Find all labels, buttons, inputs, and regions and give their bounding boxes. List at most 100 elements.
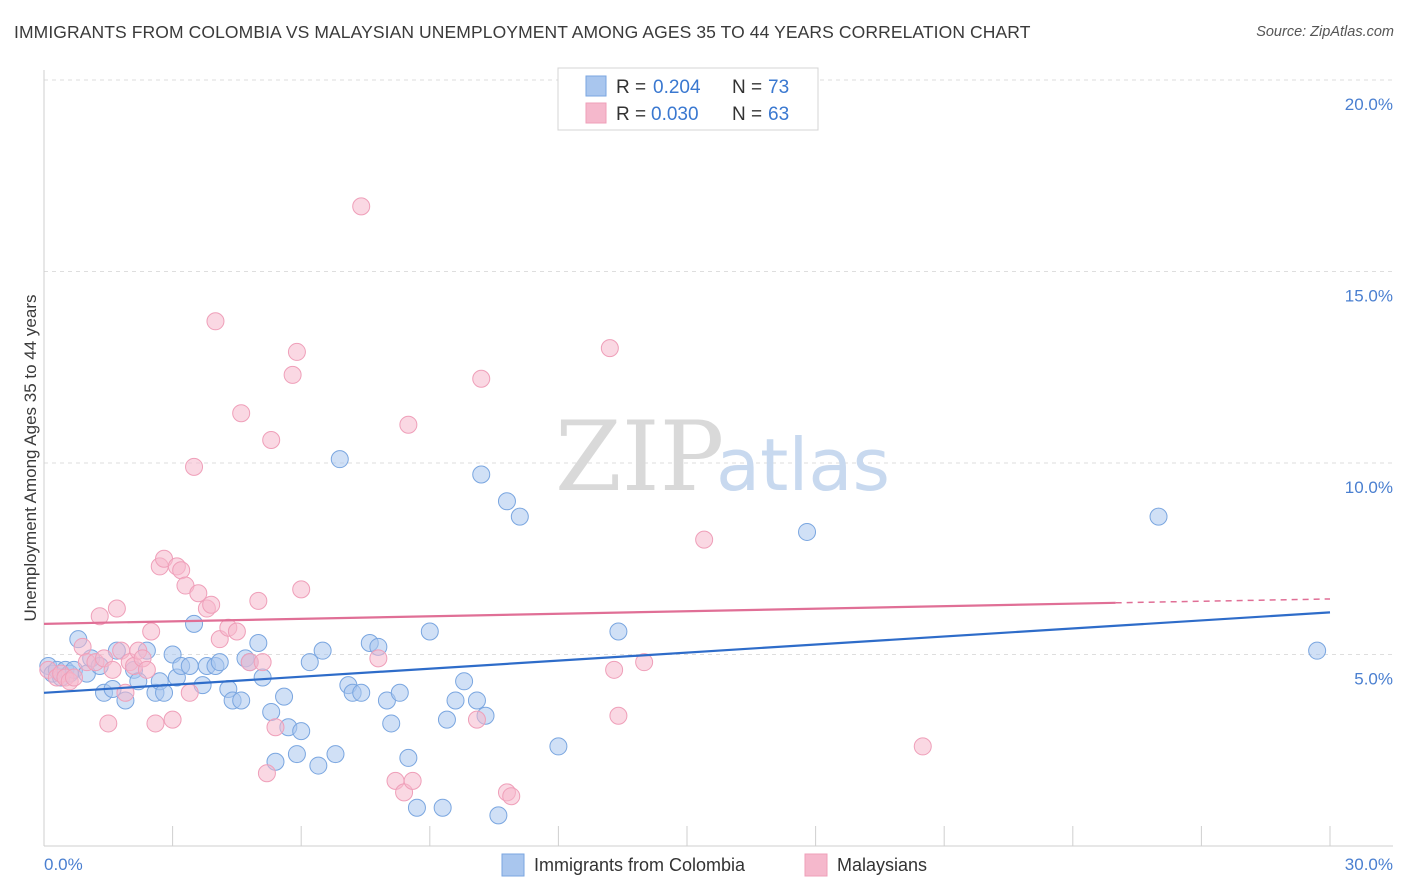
- legend-n-value-colombia: 73: [768, 77, 789, 98]
- point-colombia: [420, 622, 439, 641]
- legend-swatch-colombia: [585, 75, 607, 97]
- point-malaysians: [90, 607, 109, 626]
- point-malaysians: [107, 599, 126, 618]
- point-malaysians: [369, 649, 388, 668]
- point-colombia: [262, 702, 281, 721]
- trend-line-colombia: [43, 611, 1331, 694]
- point-malaysians: [185, 457, 204, 476]
- y-tick-label: 10.0%: [1345, 478, 1393, 497]
- legend-swatch-malaysians: [585, 102, 607, 124]
- point-malaysians: [146, 714, 165, 733]
- point-colombia: [497, 492, 516, 511]
- point-colombia: [433, 798, 452, 817]
- point-colombia: [155, 683, 174, 702]
- bottom-legend-swatch-malaysians: [804, 853, 828, 877]
- trend-line-malaysians-extension: [1115, 598, 1331, 604]
- x-axis-ticks: [43, 826, 1331, 846]
- point-colombia: [326, 745, 345, 764]
- point-malaysians: [257, 764, 276, 783]
- y-axis-label: Unemployment Among Ages 35 to 44 years: [21, 295, 40, 622]
- point-malaysians: [283, 365, 302, 384]
- point-colombia: [467, 691, 486, 710]
- point-colombia: [399, 748, 418, 767]
- x-tick-label-end: 30.0%: [1345, 855, 1393, 874]
- point-colombia: [300, 653, 319, 672]
- point-malaysians: [227, 622, 246, 641]
- point-malaysians: [609, 706, 628, 725]
- y-tick-label: 5.0%: [1354, 670, 1393, 689]
- point-colombia: [390, 683, 409, 702]
- trend-line-malaysians: [43, 601, 1116, 625]
- point-malaysians: [249, 591, 268, 610]
- point-colombia: [1149, 507, 1168, 526]
- legend-r-label-malaysians: R =: [616, 104, 646, 125]
- point-malaysians: [467, 710, 486, 729]
- point-colombia: [472, 465, 491, 484]
- point-malaysians: [163, 710, 182, 729]
- point-malaysians: [695, 530, 714, 549]
- point-colombia: [330, 450, 349, 469]
- point-colombia: [275, 687, 294, 706]
- point-malaysians: [262, 431, 281, 450]
- point-colombia: [1308, 641, 1327, 660]
- point-colombia: [446, 691, 465, 710]
- legend-n-value-malaysians: 63: [768, 104, 789, 125]
- source-label: Source: ZipAtlas.com: [1256, 24, 1394, 40]
- point-malaysians: [137, 660, 156, 679]
- bottom-legend-swatch-colombia: [501, 853, 525, 877]
- point-colombia: [382, 714, 401, 733]
- y-tick-labels: 5.0% 10.0% 15.0% 20.0%: [1345, 95, 1393, 689]
- point-malaysians: [232, 404, 251, 423]
- point-malaysians: [287, 342, 306, 361]
- y-tick-label: 20.0%: [1345, 95, 1393, 114]
- point-malaysians: [266, 718, 285, 737]
- point-colombia: [292, 722, 311, 741]
- point-colombia: [489, 806, 508, 825]
- point-malaysians: [189, 584, 208, 603]
- point-malaysians: [913, 737, 932, 756]
- point-malaysians: [172, 561, 191, 580]
- point-malaysians: [635, 653, 654, 672]
- point-colombia: [437, 710, 456, 729]
- trend-lines: [43, 598, 1331, 694]
- scatter-points: [39, 197, 1327, 825]
- watermark-zip: ZIP: [555, 401, 724, 513]
- point-colombia: [455, 672, 474, 691]
- point-colombia: [352, 683, 371, 702]
- grid-lines: [44, 79, 1393, 655]
- point-colombia: [180, 656, 199, 675]
- point-malaysians: [103, 660, 122, 679]
- bottom-legend: Immigrants from Colombia Malaysians: [501, 853, 927, 877]
- point-malaysians: [180, 683, 199, 702]
- legend-r-value-malaysians: 0.030: [651, 104, 699, 125]
- point-malaysians: [472, 369, 491, 388]
- legend-n-label-colombia: N =: [732, 77, 762, 98]
- point-colombia: [313, 641, 332, 660]
- legend-r-value-colombia: 0.204: [653, 77, 701, 98]
- legend-box: R = 0.204 N = 73 R = 0.030 N = 63: [557, 67, 819, 131]
- legend-n-label-malaysians: N =: [732, 104, 762, 125]
- point-colombia: [798, 522, 817, 541]
- point-colombia: [232, 691, 251, 710]
- point-colombia: [287, 745, 306, 764]
- point-colombia: [407, 798, 426, 817]
- y-tick-label: 15.0%: [1345, 287, 1393, 306]
- point-malaysians: [600, 339, 619, 358]
- point-malaysians: [352, 197, 371, 216]
- point-colombia: [549, 737, 568, 756]
- chart-title: IMMIGRANTS FROM COLOMBIA VS MALAYSIAN UN…: [14, 22, 1031, 42]
- watermark-atlas: atlas: [716, 423, 890, 507]
- point-malaysians: [202, 595, 221, 614]
- point-colombia: [309, 756, 328, 775]
- point-malaysians: [403, 771, 422, 790]
- legend-r-label-colombia: R =: [616, 77, 646, 98]
- bottom-legend-label-malaysians: Malaysians: [837, 855, 927, 875]
- x-tick-label-start: 0.0%: [44, 855, 83, 874]
- point-malaysians: [99, 714, 118, 733]
- point-colombia: [510, 507, 529, 526]
- point-colombia: [609, 622, 628, 641]
- point-malaysians: [502, 787, 521, 806]
- point-malaysians: [399, 415, 418, 434]
- point-malaysians: [142, 622, 161, 641]
